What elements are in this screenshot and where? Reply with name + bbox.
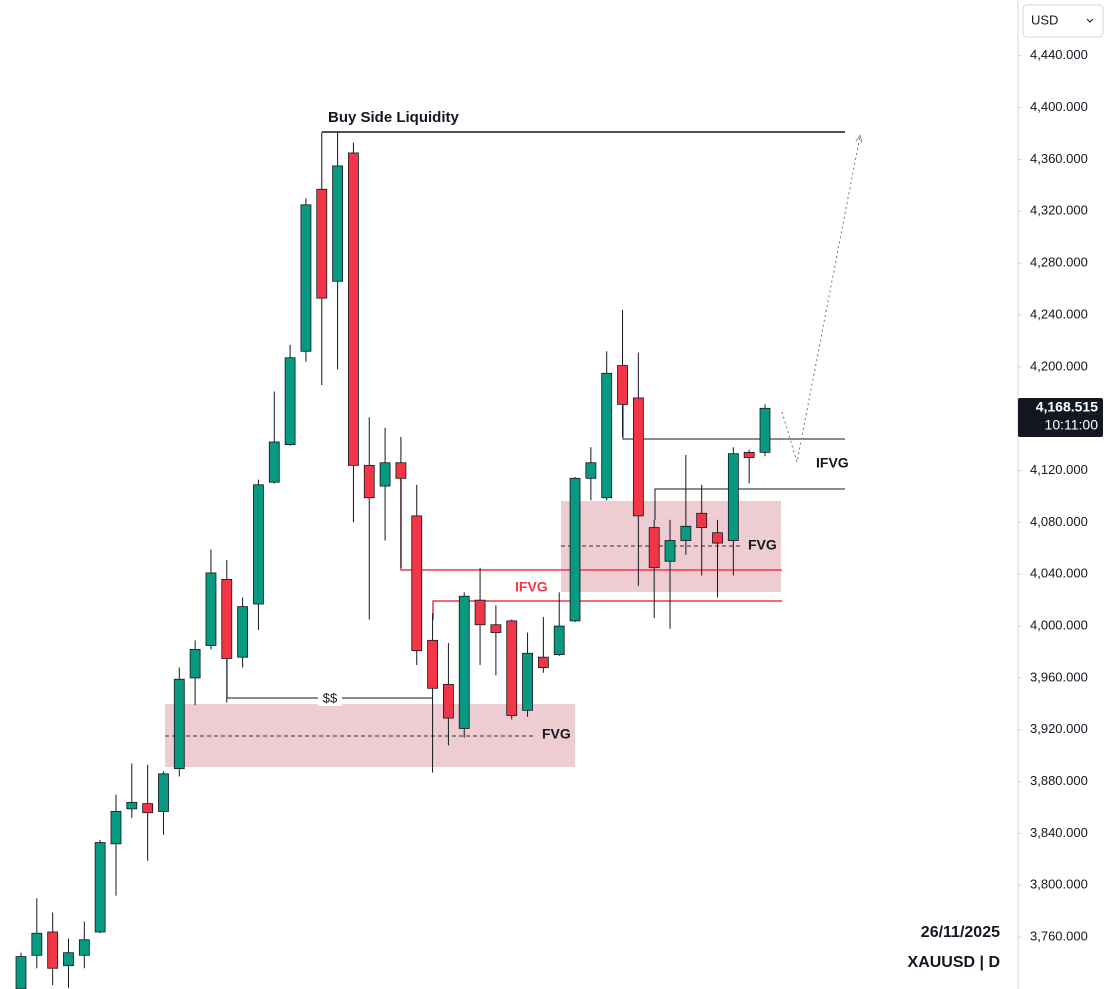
projection-arrow	[781, 136, 860, 463]
candle-body	[332, 165, 343, 282]
candle-body	[31, 932, 43, 956]
candle-body	[632, 397, 644, 517]
y-tick-label: 4,320.000	[1030, 203, 1088, 218]
y-tick-label: 3,920.000	[1030, 721, 1088, 736]
candle-body	[506, 620, 518, 716]
dropdown-chevron	[1086, 18, 1094, 23]
candle-body	[78, 939, 90, 956]
candle-body	[712, 532, 723, 544]
candle-body	[158, 773, 169, 812]
date-label: 26/11/2025	[921, 924, 1000, 941]
candle-body	[664, 540, 676, 562]
candles	[15, 132, 771, 989]
bsl-label: Buy Side Liquidity	[328, 109, 459, 126]
y-tick-label: 4,440.000	[1030, 47, 1088, 62]
candle-body	[680, 525, 692, 541]
candle-body	[47, 931, 59, 969]
last-price: 4,168.515	[1036, 399, 1098, 415]
y-tick-label: 4,040.000	[1030, 566, 1088, 581]
price-badge	[1018, 398, 1103, 437]
y-tick-label: 3,800.000	[1030, 877, 1088, 892]
ifvg-label: IFVG	[816, 455, 849, 471]
candle-body	[759, 407, 771, 453]
y-tick-label: 4,240.000	[1030, 306, 1088, 321]
y-tick-label: 4,280.000	[1030, 255, 1088, 270]
candle-body	[300, 204, 312, 352]
candle-body	[173, 678, 185, 770]
ifvg-line	[622, 405, 845, 440]
candle-body	[126, 801, 138, 810]
candle-body	[94, 842, 106, 933]
candle-body	[427, 639, 438, 689]
candle-body	[537, 656, 549, 668]
candle-body	[443, 683, 454, 719]
candle-body	[253, 484, 264, 605]
y-tick-label: 4,080.000	[1030, 514, 1088, 529]
candle-body	[63, 952, 74, 967]
ifvg-label: IFVG	[515, 579, 548, 595]
currency-label: USD	[1031, 12, 1058, 27]
candle-body	[15, 956, 27, 989]
candle-body	[727, 453, 739, 541]
candle-body	[268, 441, 280, 483]
y-tick-label: 4,000.000	[1030, 618, 1088, 633]
fvg-label: FVG	[542, 726, 571, 742]
symbol-label: XAUUSD | D	[908, 954, 1000, 971]
candle-body	[458, 595, 470, 729]
y-tick-label: 4,120.000	[1030, 462, 1088, 477]
candle-body	[395, 462, 407, 479]
candle-body	[348, 152, 359, 466]
candle-body	[617, 365, 628, 405]
ss-label: $$	[323, 690, 338, 705]
candle-body	[569, 477, 581, 622]
candle-body	[142, 803, 154, 814]
y-tick-label: 3,840.000	[1030, 825, 1088, 840]
countdown: 10:11:00	[1045, 417, 1099, 433]
y-tick-label: 3,760.000	[1030, 929, 1088, 944]
currency-dropdown[interactable]	[1022, 4, 1104, 38]
candle-body	[411, 515, 423, 652]
y-tick-label: 4,400.000	[1030, 99, 1088, 114]
price-axis	[1018, 0, 1108, 989]
fvg-label: FVG	[748, 537, 777, 553]
candle-body	[490, 624, 502, 633]
candle-body	[221, 579, 233, 659]
candle-body	[379, 462, 391, 487]
candle-body	[189, 648, 201, 679]
candle-body	[522, 652, 533, 711]
y-tick-label: 4,360.000	[1030, 151, 1088, 166]
y-tick-label: 4,200.000	[1030, 358, 1088, 373]
y-tick-label: 3,960.000	[1030, 669, 1088, 684]
candle-body	[110, 811, 122, 845]
candle-body	[696, 512, 708, 528]
candle-body	[743, 451, 755, 458]
candle-body	[205, 572, 217, 646]
candle-body	[585, 462, 597, 479]
candle-body	[601, 372, 613, 499]
candle-body	[553, 625, 565, 655]
candle-body	[237, 606, 249, 658]
y-tick-label: 3,880.000	[1030, 773, 1088, 788]
candle-body	[474, 599, 486, 626]
candle-body	[316, 188, 328, 299]
ss-bg	[318, 691, 342, 706]
candle-body	[284, 357, 296, 445]
candle-body	[363, 464, 375, 499]
candle-body	[648, 527, 660, 569]
ifvg-line	[654, 488, 845, 520]
